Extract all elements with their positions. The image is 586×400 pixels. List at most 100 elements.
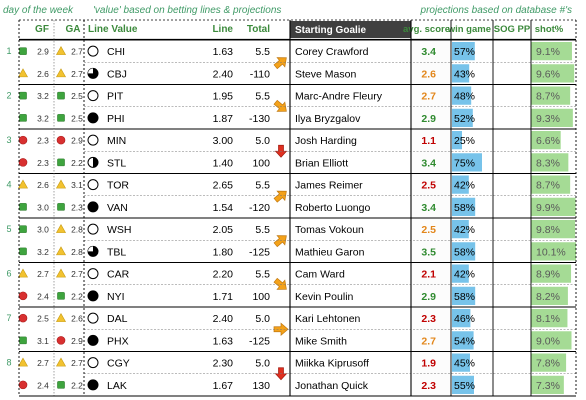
win-probability-bar bbox=[452, 309, 471, 328]
goalie-name: Mike Smith bbox=[295, 335, 347, 347]
shot-pct: 8.3% bbox=[536, 157, 560, 169]
game-8: 8 2.7 2.7 CGY 2.30 5.0 Miikka Kiprusoff 1.9 45% 7… bbox=[6, 351, 567, 396]
line-value: 1.63 bbox=[213, 46, 234, 58]
shot-pct-bar bbox=[531, 331, 572, 350]
win-probability-bar bbox=[452, 331, 474, 350]
header-ga: GA bbox=[66, 24, 81, 35]
day-number: 1 bbox=[6, 46, 11, 56]
total-value: 5.0 bbox=[255, 135, 270, 147]
gf-indicator-icon bbox=[17, 357, 29, 367]
total-value: -120 bbox=[249, 202, 270, 214]
line-value: 1.95 bbox=[213, 91, 234, 103]
team-row: 2.3 2.9 MIN 3.00 5.0 Josh Harding 1.1 25% 6.6% bbox=[37, 129, 561, 152]
line-value-icon bbox=[87, 357, 99, 369]
win-probability: 75% bbox=[454, 157, 475, 169]
win-probability: 42% bbox=[454, 180, 475, 192]
goalie-name: Tomas Vokoun bbox=[295, 224, 364, 236]
avg-score: 2.7 bbox=[421, 335, 436, 347]
win-probability: 48% bbox=[454, 91, 475, 103]
shot-pct: 8.1% bbox=[536, 313, 560, 325]
total-value: 130 bbox=[252, 380, 270, 392]
avg-score: 3.4 bbox=[421, 46, 436, 58]
line-value: 2.65 bbox=[213, 180, 234, 192]
goalie-name: Jonathan Quick bbox=[295, 380, 369, 392]
ga-value: 2.9 bbox=[71, 136, 83, 146]
total-value: 5.5 bbox=[255, 269, 270, 281]
line-value: 1.71 bbox=[213, 291, 234, 303]
gf-value: 2.5 bbox=[37, 314, 49, 324]
shot-pct-bar bbox=[531, 86, 571, 105]
goalie-name: Roberto Luongo bbox=[295, 202, 370, 214]
win-probability-bar bbox=[452, 242, 476, 261]
team-abbr: CGY bbox=[107, 358, 130, 370]
shot-pct-bar bbox=[531, 353, 567, 372]
win-probability-bar bbox=[452, 153, 482, 172]
day-of-week-note: day of the week bbox=[3, 5, 74, 16]
team-abbr: MIN bbox=[107, 135, 126, 147]
team-row: 3.1 2.9 PHX 1.63 -125 Mike Smith 2.7 54% 9.0% bbox=[37, 329, 572, 352]
day-number: 3 bbox=[6, 135, 11, 145]
goalie-name: Ilya Bryzgalov bbox=[295, 113, 361, 125]
goalie-name: Steve Mason bbox=[295, 68, 356, 80]
win-probability-bar bbox=[452, 375, 474, 394]
trend-arrow-icon bbox=[273, 190, 287, 203]
avg-score: 2.9 bbox=[421, 291, 436, 303]
win-probability-bar bbox=[452, 220, 469, 239]
gf-indicator-icon bbox=[19, 336, 27, 345]
team-abbr: VAN bbox=[107, 202, 128, 214]
team-abbr: PIT bbox=[107, 91, 124, 103]
line-value: 1.87 bbox=[213, 113, 234, 125]
line-value-icon bbox=[87, 268, 99, 280]
win-probability-bar bbox=[452, 264, 469, 283]
game-7: 7 2.5 2.6 DAL 2.40 5.0 Kari Lehtonen 2.3 46% 8.1%… bbox=[6, 307, 572, 352]
ga-value: 2.3 bbox=[71, 202, 83, 212]
goalie-name: Kevin Poulin bbox=[295, 291, 354, 303]
gf-indicator-icon bbox=[19, 47, 27, 55]
line-value: 1.67 bbox=[213, 380, 234, 392]
team-row: 3.2 2.8 TBL 1.80 -125 Mathieu Garon 3.5 58% 10.1… bbox=[37, 240, 576, 263]
goalie-name: Cam Ward bbox=[295, 269, 345, 281]
team-row: 3.2 2.5 PIT 1.95 5.5 Marc-Andre Fleury 2.7 48% 8… bbox=[37, 84, 571, 107]
total-value: -125 bbox=[249, 335, 270, 347]
line-value-icon bbox=[87, 45, 99, 57]
ga-value: 2.2 bbox=[71, 380, 83, 390]
ga-value: 2.7 bbox=[71, 269, 83, 279]
header-total: Total bbox=[247, 24, 270, 35]
team-abbr: TBL bbox=[107, 246, 126, 258]
win-probability: 25% bbox=[454, 135, 475, 147]
ga-indicator-icon bbox=[57, 292, 65, 300]
avg-score: 2.9 bbox=[421, 113, 436, 125]
line-value-icon bbox=[87, 312, 99, 324]
win-probability: 58% bbox=[454, 202, 475, 214]
team-abbr: CBJ bbox=[107, 68, 127, 80]
gf-value: 3.2 bbox=[37, 91, 49, 101]
ga-indicator-icon bbox=[56, 135, 66, 145]
header-line: Line bbox=[212, 24, 233, 35]
game-5: 5 3.0 2.8 WSH 2.05 5.5 Tomas Vokoun 2.5 42% 9.8%3… bbox=[6, 218, 576, 263]
header-shot-pct: shot% bbox=[535, 24, 564, 35]
ga-indicator-icon bbox=[57, 114, 65, 122]
game-1: 1 2.9 2.7 CHI 1.63 5.5 Corey Crawford 3.4 57% 9.1… bbox=[6, 40, 575, 85]
ga-value: 2.7 bbox=[71, 69, 83, 79]
team-abbr: CAR bbox=[107, 269, 130, 281]
shot-pct-bar bbox=[531, 309, 568, 328]
shot-pct: 7.3% bbox=[536, 380, 560, 392]
shot-pct-bar bbox=[531, 153, 569, 172]
avg-score: 3.4 bbox=[421, 157, 436, 169]
day-number: 7 bbox=[6, 313, 11, 323]
team-abbr: PHI bbox=[107, 113, 125, 125]
team-abbr: TOR bbox=[107, 180, 129, 192]
gf-value: 3.0 bbox=[37, 202, 49, 212]
avg-score: 3.4 bbox=[421, 202, 436, 214]
gf-indicator-icon bbox=[18, 291, 28, 301]
total-value: -110 bbox=[250, 68, 270, 80]
win-probability: 57% bbox=[454, 46, 475, 58]
shot-pct: 9.3% bbox=[536, 113, 560, 125]
line-value: 1.40 bbox=[213, 157, 234, 169]
gf-value: 2.6 bbox=[37, 180, 49, 190]
shot-pct-bar bbox=[531, 175, 571, 194]
goalie-name: Marc-Andre Fleury bbox=[295, 91, 383, 103]
gf-value: 2.4 bbox=[37, 380, 49, 390]
header-row: GF GA Line Value Line Total Starting Goa… bbox=[35, 21, 564, 38]
ga-value: 2.9 bbox=[71, 336, 83, 346]
